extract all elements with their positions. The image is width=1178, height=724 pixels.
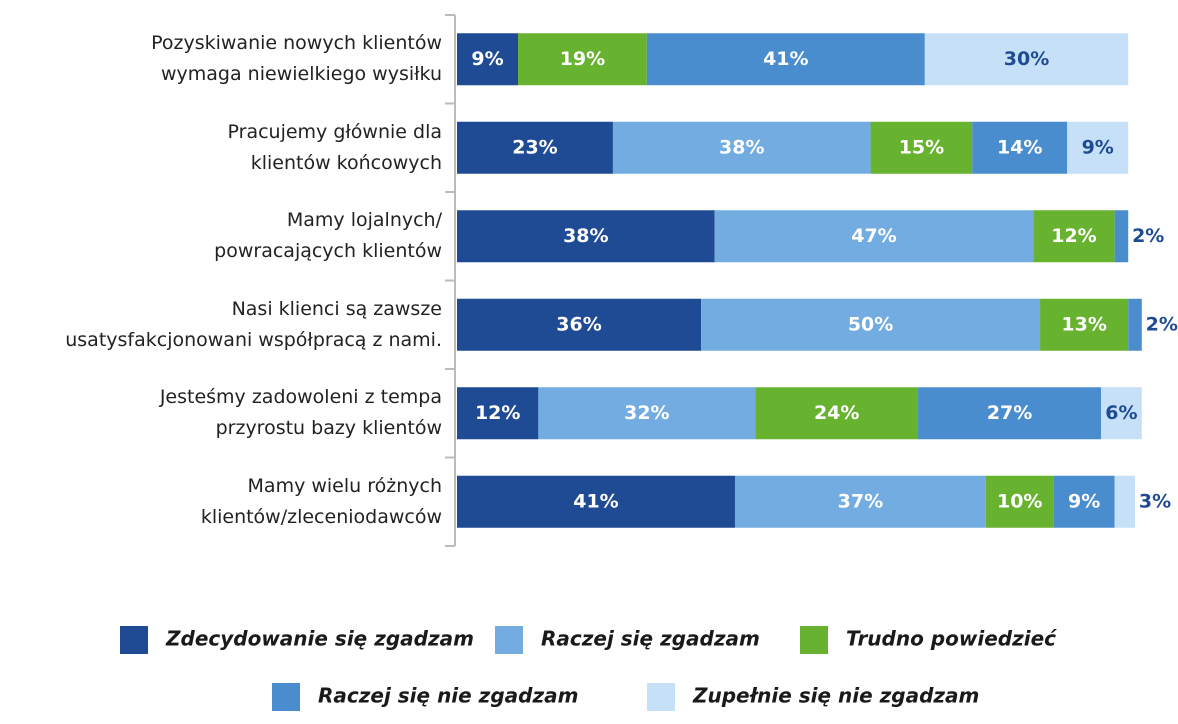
legend-label: Trudno powiedzieć (846, 627, 1057, 651)
value-label: 41% (573, 490, 618, 512)
value-label: 12% (475, 402, 520, 424)
value-label: 13% (1061, 313, 1106, 335)
category-label: Mamy wielu różnych klientów/zleceniodawc… (200, 474, 442, 528)
value-label: 38% (563, 225, 608, 247)
bar-segment (1033, 210, 1115, 263)
value-label: 9% (471, 48, 503, 70)
bar-segment (457, 33, 519, 86)
value-label: 36% (556, 313, 601, 335)
bar-segment (538, 387, 756, 440)
legend-label: Raczej się nie zgadzam (318, 684, 578, 708)
bar-segment (1128, 298, 1142, 351)
value-label: 24% (814, 402, 859, 424)
value-label: 3% (1139, 490, 1171, 512)
legend-swatch (800, 626, 828, 654)
bar-segment (457, 475, 735, 528)
bar-segment (457, 298, 702, 351)
legend-label: Raczej się zgadzam (541, 627, 760, 651)
legend-swatch (120, 626, 148, 654)
legend-swatch (272, 683, 300, 711)
bar-segment (457, 387, 539, 440)
category-label: Mamy lojalnych/ powracających klientów (214, 209, 442, 263)
bar-segment (755, 387, 919, 440)
category-label: Pozyskiwanie nowych klientów wymaga niew… (151, 32, 442, 86)
value-label: 10% (997, 490, 1042, 512)
bar-segment (1040, 298, 1129, 351)
value-label: 15% (899, 136, 944, 158)
value-label: 47% (851, 225, 896, 247)
value-label: 19% (560, 48, 605, 70)
value-label: 9% (1068, 490, 1100, 512)
value-label: 37% (838, 490, 883, 512)
legend-label: Zdecydowanie się zgadzam (165, 627, 474, 651)
bar-segment (646, 33, 925, 86)
value-label: 12% (1051, 225, 1096, 247)
bar-segment (734, 475, 986, 528)
value-label: 38% (719, 136, 764, 158)
bar-segment (714, 210, 1034, 263)
value-label: 2% (1132, 225, 1164, 247)
value-label: 9% (1082, 136, 1114, 158)
value-label: 30% (1004, 48, 1049, 70)
bar-segment (1114, 210, 1129, 263)
bar-segment (457, 210, 715, 263)
bar-segment (1114, 475, 1135, 528)
category-label: Jesteśmy zadowoleni z tempa przyrostu ba… (159, 386, 442, 440)
value-label: 50% (848, 313, 893, 335)
category-label: Pracujemy głównie dla klientów końcowych (227, 120, 442, 174)
bar-segment (518, 33, 647, 86)
bar-segment (457, 121, 613, 174)
bar-segment (924, 33, 1129, 86)
bar-segment (972, 121, 1068, 174)
legend-label: Zupełnie się nie zgadzam (692, 684, 979, 708)
value-label: 32% (624, 402, 669, 424)
bar-segment (612, 121, 871, 174)
category-label: Nasi klienci są zawsze usatysfakcjonowan… (65, 297, 442, 351)
value-label: 2% (1146, 313, 1178, 335)
bar-segment (870, 121, 973, 174)
bar-segment (1053, 475, 1115, 528)
value-label: 23% (512, 136, 557, 158)
bar-segment (985, 475, 1054, 528)
bar-segment (918, 387, 1102, 440)
bar-segment (701, 298, 1041, 351)
value-label: 27% (987, 402, 1032, 424)
bar-segment (1067, 121, 1129, 174)
legend-swatch (495, 626, 523, 654)
value-label: 14% (997, 136, 1042, 158)
legend-swatch (647, 683, 675, 711)
bar-segment (1101, 387, 1142, 440)
value-label: 41% (763, 48, 808, 70)
value-label: 6% (1105, 402, 1137, 424)
